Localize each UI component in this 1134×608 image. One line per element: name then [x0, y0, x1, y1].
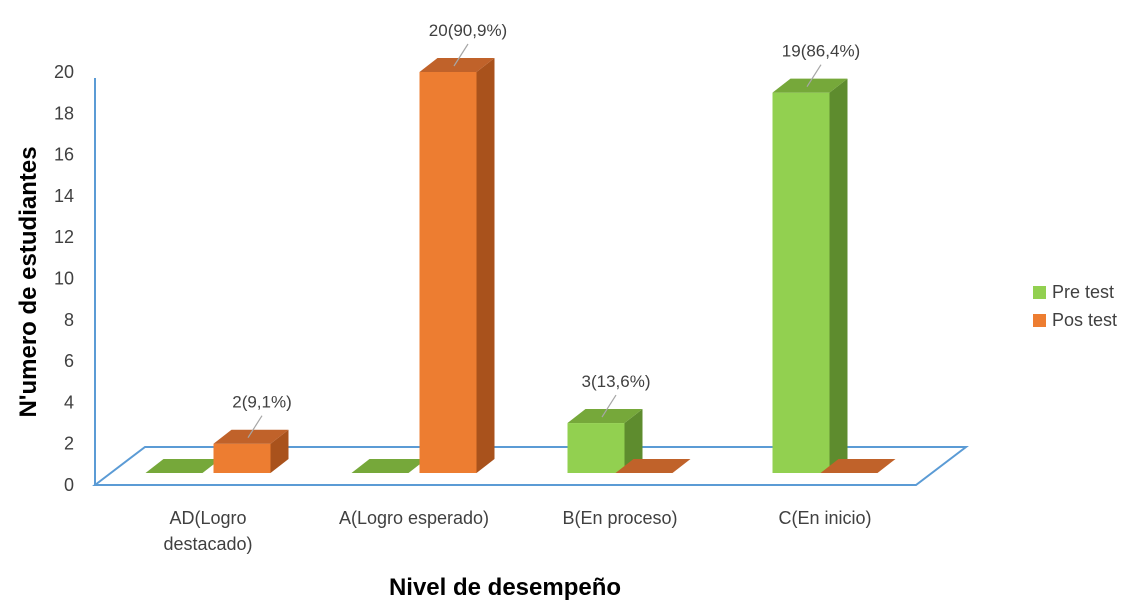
category-label: B(En proceso) — [562, 508, 677, 528]
y-tick-label: 6 — [64, 351, 74, 371]
bar-flat — [615, 459, 691, 473]
data-label-leaders — [247, 43, 822, 439]
y-tick-label: 10 — [54, 269, 74, 289]
bar — [772, 78, 848, 474]
bar-side-face — [624, 409, 643, 473]
bar-flat — [820, 459, 896, 473]
y-tick-label: 12 — [54, 227, 74, 247]
leader-line — [601, 394, 617, 418]
data-labels: 2(9,1%) 20(90,9%) 3(13,6%) 19(86,4%) — [232, 21, 860, 412]
y-tick-label: 20 — [54, 62, 74, 82]
category-label: AD(Logro — [169, 508, 246, 528]
chart-bars — [145, 58, 896, 474]
bar — [419, 58, 495, 473]
bar-front-face — [772, 92, 830, 474]
y-tick-label: 4 — [64, 392, 74, 412]
data-label: 3(13,6%) — [582, 372, 651, 391]
category-label: C(En inicio) — [778, 508, 871, 528]
legend-swatch — [1033, 314, 1046, 327]
bar — [145, 459, 221, 473]
category-label: destacado) — [163, 534, 252, 554]
y-tick-label: 0 — [64, 475, 74, 495]
leader-line — [806, 64, 822, 87]
bar-side-face — [476, 58, 495, 473]
bar — [820, 459, 896, 473]
y-axis-title: N'umero de estudiantes — [15, 146, 42, 417]
legend-swatch — [1033, 286, 1046, 299]
leader-line — [247, 415, 263, 439]
y-tick-label: 18 — [54, 103, 74, 123]
y-tick-label: 2 — [64, 434, 74, 454]
bar-flat — [145, 459, 221, 473]
bar-front-face — [419, 72, 477, 473]
bar-front-face — [567, 423, 625, 473]
bar-top-face — [213, 429, 289, 444]
bar-top-face — [567, 409, 643, 424]
data-label: 20(90,9%) — [429, 21, 507, 40]
legend: Pre test Pos test — [1033, 282, 1117, 330]
bar-side-face — [270, 429, 289, 473]
floor-plane — [92, 446, 969, 486]
data-label: 19(86,4%) — [782, 42, 860, 61]
y-tick-label: 16 — [54, 145, 74, 165]
bar — [213, 429, 289, 473]
leader-line — [453, 43, 469, 67]
bar-front-face — [213, 443, 271, 473]
y-tick-label: 14 — [54, 186, 74, 206]
y-tick-label: 8 — [64, 310, 74, 330]
chart-axes — [92, 78, 969, 486]
bar-flat — [351, 459, 427, 473]
x-axis-title: Nivel de desempeño — [389, 574, 621, 601]
category-label: A(Logro esperado) — [339, 508, 489, 528]
bar — [567, 409, 643, 473]
bar — [351, 459, 427, 473]
x-axis-categories: AD(Logro destacado) A(Logro esperado) B(En … — [163, 508, 871, 554]
bar — [615, 459, 691, 473]
bar-side-face — [829, 78, 848, 474]
bar-top-face — [772, 78, 848, 93]
legend-label: Pos test — [1052, 310, 1117, 330]
legend-label: Pre test — [1052, 282, 1114, 302]
bar-top-face — [419, 58, 495, 72]
y-axis-ticks: 0 2 4 6 8 10 12 14 16 18 20 — [54, 62, 74, 495]
data-label: 2(9,1%) — [232, 393, 292, 412]
